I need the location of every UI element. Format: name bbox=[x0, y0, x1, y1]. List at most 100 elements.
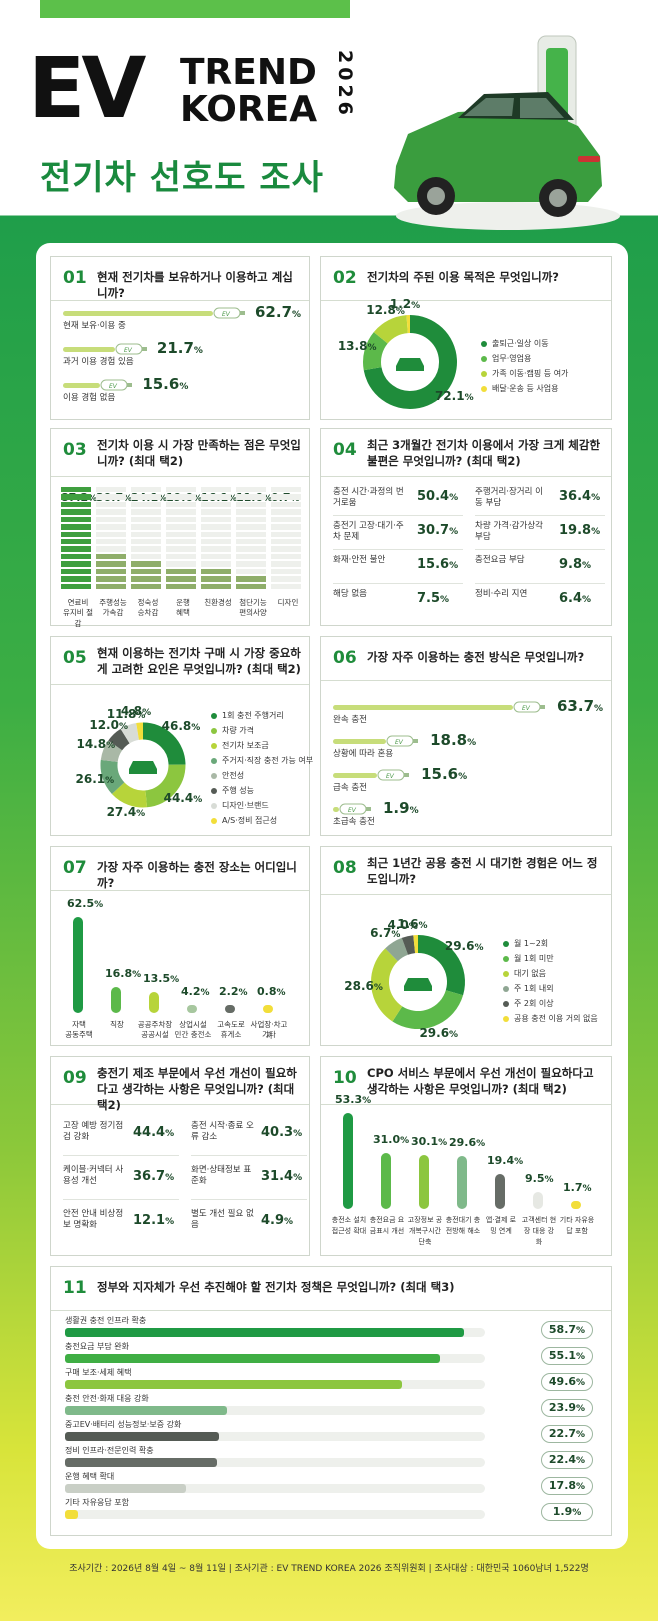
q04-divider bbox=[333, 515, 463, 516]
q03-segment bbox=[166, 553, 196, 560]
legend-label: 월 1회 미만 bbox=[514, 954, 554, 963]
q04-label-6: 해당 없음 bbox=[333, 589, 367, 599]
q08-labels-1-number: 29.6 bbox=[419, 1025, 450, 1040]
legend-dot bbox=[211, 787, 217, 794]
q11-value: 22.7 bbox=[548, 1427, 577, 1440]
q09-value-2: 36.7% bbox=[133, 1169, 174, 1184]
q05-legend-item-5: 주행 성능 bbox=[211, 786, 321, 796]
q01-label-1: 과거 이용 경험 있음 bbox=[63, 357, 134, 367]
card-q04: 04 최근 3개월간 전기차 이용에서 가장 크게 체감한 불편은 무엇입니까? … bbox=[320, 428, 612, 626]
q10-column-0 bbox=[343, 1113, 353, 1209]
q03-segment bbox=[236, 531, 266, 537]
q09-label-1: 충전 시작·종료 오류 감소 bbox=[191, 1121, 254, 1142]
q11-bar-1 bbox=[65, 1354, 440, 1363]
q06-value-0-unit: % bbox=[594, 704, 604, 714]
q07-column-4 bbox=[225, 1005, 235, 1013]
q08-labels-0-number: 29.6 bbox=[444, 939, 475, 954]
q03-label-0: 연료비 bbox=[67, 598, 89, 607]
q03-segment bbox=[201, 539, 231, 545]
q07-value-4-number: 2.2 bbox=[219, 985, 239, 998]
q03-segment bbox=[131, 553, 161, 560]
q08-legend-item-3: 주 1회 내외 bbox=[503, 984, 613, 994]
q11-unit: % bbox=[576, 1404, 586, 1414]
q03-value-0-unit: % bbox=[88, 494, 98, 504]
q03-segment bbox=[61, 546, 91, 552]
q03-segment bbox=[271, 531, 301, 537]
q05-slice-3 bbox=[100, 759, 125, 794]
q03-segment bbox=[271, 501, 301, 508]
q01-value-2: 15.6% bbox=[142, 375, 188, 393]
q07-column-5 bbox=[263, 1005, 273, 1013]
q03-segment bbox=[96, 583, 126, 589]
q08-slice-0 bbox=[417, 935, 465, 996]
legend-dot bbox=[503, 985, 509, 992]
q04-value-6-unit: % bbox=[440, 595, 450, 605]
q05-legend-item-1: 차량 가격 bbox=[211, 726, 321, 736]
q04-value-7-unit: % bbox=[582, 595, 592, 605]
q01-value-1: 21.7% bbox=[157, 339, 203, 357]
q04-value-6: 7.5% bbox=[417, 591, 449, 606]
q04-divider bbox=[333, 583, 463, 584]
q06-question: 가장 자주 이용하는 충전 방식은 무엇입니까? bbox=[367, 650, 585, 664]
q10-value-2-unit: % bbox=[438, 1137, 448, 1148]
q02-legend-item-0: 출퇴근·일상 이동 bbox=[481, 339, 591, 349]
q10-value-4: 19.4% bbox=[487, 1154, 523, 1167]
q03-segment bbox=[96, 539, 126, 545]
q05-car-icon bbox=[129, 761, 157, 774]
q05-labels-7: 4.8% bbox=[121, 704, 151, 718]
q09-number: 09 bbox=[63, 1068, 87, 1088]
q03-label2-5: 편의사양 bbox=[239, 608, 267, 617]
q03-segment bbox=[131, 568, 161, 575]
svg-text:EV: EV bbox=[395, 739, 404, 746]
q02-labels-1: 13.8% bbox=[338, 339, 377, 353]
q10-label-5: 고객센터 현장 대응 강화 bbox=[521, 1216, 557, 1246]
q02-labels-2-unit: % bbox=[395, 307, 405, 318]
q03-segment bbox=[201, 531, 231, 537]
q03-segment bbox=[201, 494, 231, 500]
q03-segment bbox=[131, 546, 161, 552]
q03-segment bbox=[271, 539, 301, 545]
q07-value-4: 2.2% bbox=[219, 985, 248, 998]
logo-year: 2026 bbox=[334, 50, 356, 119]
q06-value-2-number: 15.6 bbox=[421, 765, 459, 783]
q01-value-2-number: 15.6 bbox=[142, 375, 180, 393]
q05-slice-1 bbox=[144, 764, 186, 808]
q03-label-3: 운행 bbox=[176, 598, 190, 607]
q06-plug-icon: EV bbox=[377, 769, 410, 781]
q01-plug-icon: EV bbox=[100, 379, 133, 391]
q11-bar-6 bbox=[65, 1484, 186, 1493]
q05-slice-6 bbox=[120, 723, 140, 744]
q04-label-5: 충전요금 부담 bbox=[475, 555, 525, 565]
legend-label: 가족 이동·캠핑 등 여가 bbox=[492, 369, 569, 378]
q11-unit: % bbox=[576, 1430, 586, 1440]
q02-labels-1-number: 13.8 bbox=[337, 338, 368, 353]
q05-labels-5: 12.0% bbox=[89, 718, 128, 732]
q08-labels-1: 29.6% bbox=[419, 1026, 458, 1040]
q08-slice-2 bbox=[371, 948, 403, 1022]
q03-segment bbox=[96, 568, 126, 575]
legend-label: 주행 성능 bbox=[222, 786, 254, 795]
legend-label: 안전성 bbox=[222, 771, 245, 780]
card-q07: 07 가장 자주 이용하는 충전 장소는 어디입니까? 62.5% 자택 공동주택 16… bbox=[50, 846, 310, 1046]
q05-labels-0: 46.8% bbox=[162, 719, 201, 733]
q10-number: 10 bbox=[333, 1068, 357, 1088]
q06-value-2: 15.6% bbox=[421, 765, 467, 783]
q03-segment bbox=[166, 509, 196, 515]
q08-labels-4-unit: % bbox=[408, 922, 418, 933]
q01-plug-icon: EV bbox=[213, 307, 245, 319]
q11-unit: % bbox=[576, 1326, 586, 1336]
svg-text:EV: EV bbox=[522, 705, 531, 712]
q07-value-2: 13.5% bbox=[143, 972, 179, 985]
legend-dot bbox=[481, 340, 487, 347]
q08-labels-3-unit: % bbox=[391, 929, 401, 940]
q01-label-2: 이용 경험 없음 bbox=[63, 393, 116, 403]
header-accent-bar bbox=[40, 0, 350, 18]
q10-column-4 bbox=[495, 1174, 505, 1209]
q07-column-2 bbox=[149, 992, 159, 1013]
q03-segment bbox=[271, 494, 301, 500]
q03-segment bbox=[96, 501, 126, 508]
q07-label-2: 공공주차장 bbox=[137, 1020, 173, 1029]
q03-segment bbox=[61, 509, 91, 515]
q01-bar-0 bbox=[63, 311, 213, 316]
q07-column-1 bbox=[111, 987, 121, 1013]
